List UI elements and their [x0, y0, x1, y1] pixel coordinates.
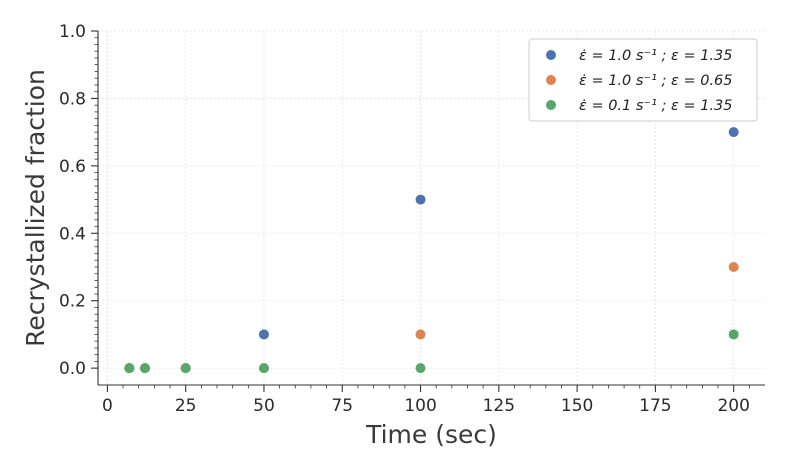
y-tick-label: 0.4 — [59, 224, 86, 244]
y-tick-label: 0.0 — [59, 359, 86, 379]
legend-marker — [546, 75, 556, 85]
data-point-series-3 — [415, 363, 426, 374]
x-tick-label: 75 — [331, 396, 353, 416]
data-point-series-3 — [258, 363, 269, 374]
x-tick-label: 100 — [404, 396, 436, 416]
x-tick-label: 125 — [483, 396, 515, 416]
legend-label: ε̇ = 1.0 s⁻¹ ; ε = 0.65 — [579, 73, 733, 89]
data-point-series-1 — [415, 194, 426, 205]
x-tick-label: 25 — [175, 396, 197, 416]
data-point-series-3 — [180, 363, 191, 374]
data-point-series-3 — [139, 363, 150, 374]
y-tick-label: 1.0 — [59, 22, 86, 42]
data-point-series-3 — [728, 329, 739, 340]
y-tick-label: 0.8 — [59, 89, 86, 109]
legend-label: ε̇ = 1.0 s⁻¹ ; ε = 1.35 — [579, 48, 733, 64]
x-tick-label: 50 — [253, 396, 275, 416]
x-tick-label: 175 — [639, 396, 671, 416]
legend: ε̇ = 1.0 s⁻¹ ; ε = 1.35 ε̇ = 1.0 s⁻¹ ; ε … — [528, 38, 758, 122]
grid-lines — [98, 30, 765, 385]
x-axis-ticks: 0 25 50 75 100 125 150 175 200 — [102, 385, 750, 416]
y-tick-label: 0.2 — [59, 292, 86, 312]
data-point-series-1 — [728, 127, 739, 138]
data-point-series-1 — [258, 329, 269, 340]
data-point-series-3 — [124, 363, 135, 374]
data-point-series-2 — [728, 262, 739, 272]
y-tick-label: 0.6 — [59, 157, 86, 177]
x-tick-label: 200 — [717, 396, 749, 416]
data-point-series-2 — [415, 329, 426, 340]
x-tick-label: 150 — [561, 396, 593, 416]
legend-box — [528, 38, 758, 122]
y-axis-title: Recrystallized fraction — [21, 69, 50, 347]
legend-marker — [546, 50, 556, 60]
axes — [97, 31, 765, 386]
y-axis-ticks: 0.0 0.2 0.4 0.6 0.8 1.0 — [59, 22, 98, 379]
legend-marker — [546, 100, 556, 110]
data-points — [124, 127, 739, 374]
x-tick-label: 0 — [102, 396, 113, 416]
legend-label: ε̇ = 0.1 s⁻¹ ; ε = 1.35 — [579, 98, 733, 114]
x-axis-title: Time (sec) — [365, 420, 497, 449]
